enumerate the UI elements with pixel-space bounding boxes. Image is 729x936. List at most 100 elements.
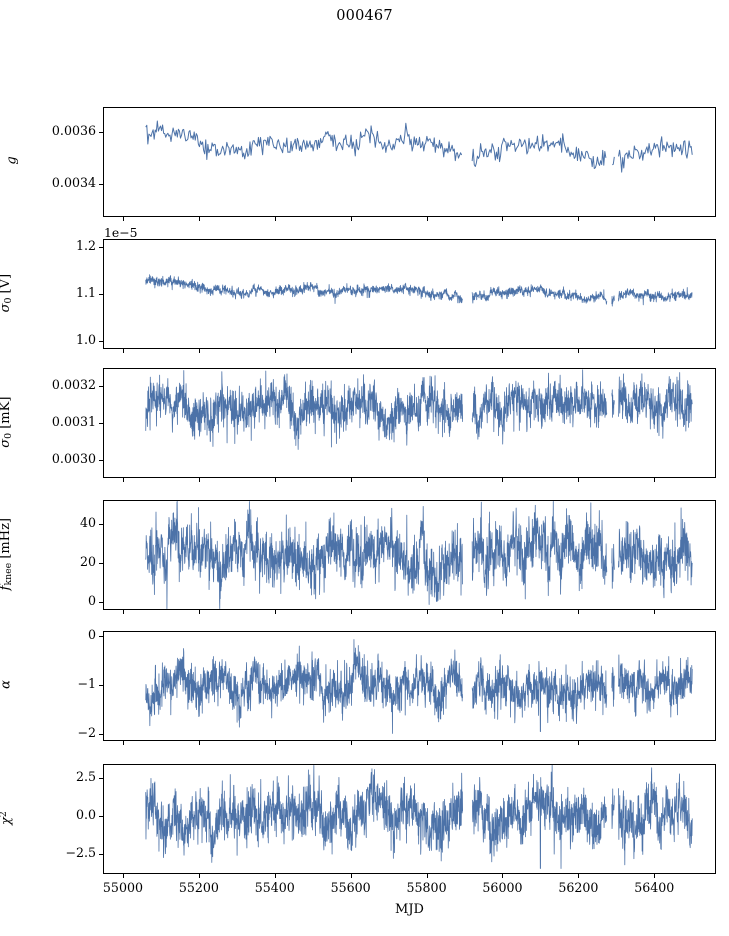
x-tick-mark [427,741,428,745]
x-tick-mark [502,478,503,482]
y-tick-mark [99,816,103,817]
y-tick-label: 1.1 [75,285,96,300]
y-tick-mark [99,734,103,735]
x-tick-mark [351,610,352,614]
y-tick-mark [99,636,103,637]
x-tick-label: 56200 [558,880,599,895]
y-tick-mark [99,685,103,686]
x-tick-mark [578,217,579,221]
x-tick-label: 55400 [254,880,295,895]
x-tick-mark [578,741,579,745]
series-f-knee [145,501,693,609]
x-tick-mark [199,874,200,878]
y-tick-label: 1.2 [75,238,96,254]
series-path [611,295,615,307]
x-tick-label: 55800 [406,880,447,895]
plot-panel-sigma0-mk [103,368,716,478]
x-tick-mark [578,610,579,614]
x-tick-mark [275,217,276,221]
x-tick-mark [502,217,503,221]
x-tick-mark [654,874,655,878]
x-tick-label: 55200 [178,880,219,895]
y-axis-label-alpha: α [0,680,14,689]
x-tick-label: 56400 [634,880,675,895]
series-path [471,765,608,869]
y-tick-mark [99,524,103,525]
y-tick-label: 0.0031 [51,414,96,429]
series-sigma0-volt [145,274,693,307]
series-path [618,287,693,306]
series-path [471,654,608,733]
y-axis-label-sigma0-volt: σ0 [V] [0,273,15,313]
x-tick-mark [275,874,276,878]
x-tick-mark [351,217,352,221]
series-path [611,788,615,830]
y-axis-label-f-knee: fknee [mHz] [0,517,15,590]
x-tick-mark [502,610,503,614]
series-path [618,372,693,439]
x-tick-mark [123,610,124,614]
y-tick-label: 0 [87,626,96,642]
y-tick-mark [99,247,103,248]
figure-title: 000467 [336,8,393,24]
series-path [618,136,693,173]
series-path [611,543,615,589]
series-path [145,639,464,734]
x-tick-mark [275,610,276,614]
y-tick-label: −1 [77,676,96,692]
y-tick-mark [99,602,103,603]
y-tick-mark [99,132,103,133]
x-tick-mark [654,349,655,353]
plot-panel-f-knee [103,500,716,610]
y-tick-label: −2.5 [65,844,96,860]
x-tick-mark [123,741,124,745]
plot-panel-sigma0-volt [103,239,716,349]
x-tick-mark [654,741,655,745]
x-tick-mark [427,874,428,878]
y-tick-mark [99,460,103,461]
x-tick-mark [199,741,200,745]
x-tick-mark [123,874,124,878]
x-tick-mark [502,874,503,878]
y-tick-label: 0.0030 [51,451,96,467]
series-gain [145,120,693,173]
x-tick-mark [427,478,428,482]
x-tick-label: 56000 [482,880,523,895]
series-path [471,133,607,170]
plot-panel-chi-squared [103,764,716,874]
x-tick-mark [427,217,428,221]
y-tick-label: 0.0 [75,806,96,822]
series-path [612,156,615,166]
y-tick-label: 1.0 [75,331,96,347]
series-path [145,370,464,450]
y-tick-mark [99,341,103,342]
series-alpha [145,639,693,734]
x-tick-mark [654,217,655,221]
x-tick-mark [199,478,200,482]
y-tick-label: 0.0036 [51,122,96,138]
y-tick-mark [99,294,103,295]
y-tick-label: −2 [77,725,96,741]
x-tick-mark [427,349,428,353]
y-tick-label: 0.0034 [51,175,96,191]
y-axis-label-gain: g [4,156,20,165]
y-tick-mark [99,778,103,779]
series-chi-squared [145,765,693,869]
x-tick-mark [275,349,276,353]
x-tick-mark [351,741,352,745]
x-tick-mark [123,349,124,353]
y-tick-mark [99,423,103,424]
x-tick-mark [351,478,352,482]
x-tick-label: 55000 [102,880,143,895]
x-tick-mark [123,217,124,221]
series-path [145,120,463,162]
x-tick-label: 55600 [330,880,371,895]
x-tick-mark [578,874,579,878]
x-tick-mark [654,610,655,614]
y-tick-label: 2.5 [75,768,96,784]
x-tick-mark [427,610,428,614]
x-tick-mark [351,349,352,353]
series-path [471,369,608,445]
y-tick-mark [99,854,103,855]
